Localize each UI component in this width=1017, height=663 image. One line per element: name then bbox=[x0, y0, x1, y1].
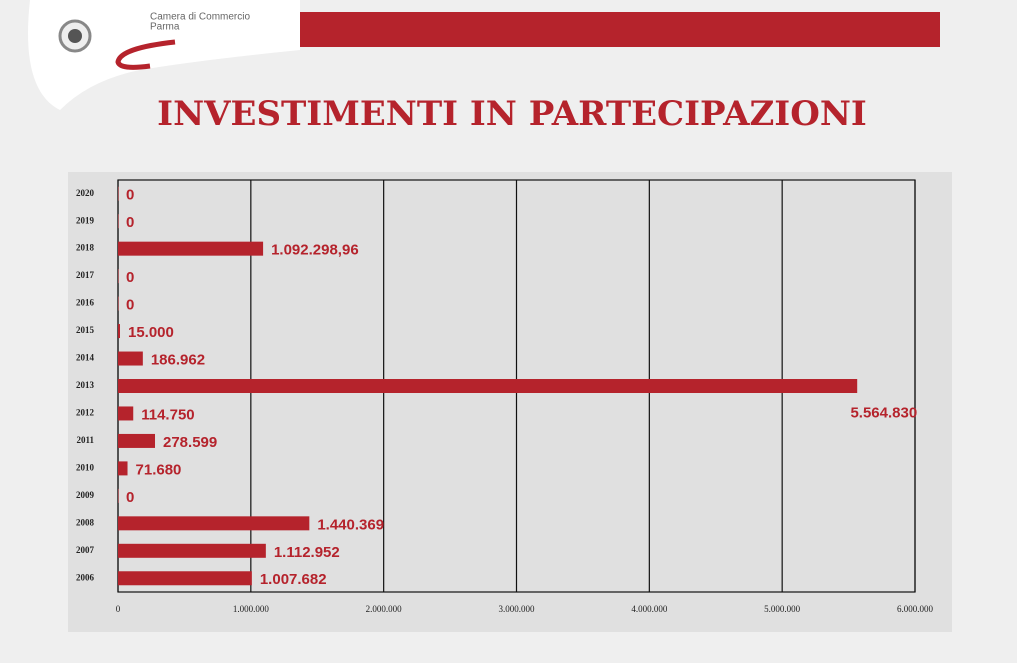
org-name: Camera di Commercio bbox=[150, 12, 250, 23]
y-tick-label: 2019 bbox=[76, 215, 95, 225]
chart-title: INVESTIMENTI IN PARTECIPAZIONI bbox=[157, 94, 867, 134]
bar bbox=[118, 571, 252, 586]
bar bbox=[118, 433, 156, 448]
x-tick-label: 1.000.000 bbox=[233, 604, 270, 614]
bar bbox=[118, 296, 119, 311]
logo-emblem-core bbox=[68, 29, 82, 43]
bar bbox=[118, 516, 310, 531]
x-tick-label: 5.000.000 bbox=[764, 604, 801, 614]
y-tick-label: 2011 bbox=[76, 435, 94, 445]
y-tick-label: 2018 bbox=[76, 243, 95, 253]
y-tick-label: 2014 bbox=[76, 353, 95, 363]
value-label: 186.962 bbox=[151, 352, 205, 369]
value-label: 114.750 bbox=[141, 406, 194, 423]
x-tick-label: 3.000.000 bbox=[499, 604, 536, 614]
value-label: 15.000 bbox=[128, 324, 174, 341]
bar bbox=[118, 241, 264, 256]
value-label: 5.564.830 bbox=[850, 404, 917, 421]
bar bbox=[118, 461, 128, 476]
y-tick-label: 2012 bbox=[76, 408, 95, 418]
y-tick-label: 2016 bbox=[76, 298, 95, 308]
x-tick-label: 2.000.000 bbox=[366, 604, 403, 614]
bar bbox=[118, 269, 119, 284]
value-label: 1.440.369 bbox=[317, 516, 384, 533]
x-tick-label: 4.000.000 bbox=[631, 604, 668, 614]
value-label: 1.007.682 bbox=[260, 571, 327, 588]
value-label: 1.092.298,96 bbox=[271, 242, 359, 259]
y-tick-label: 2008 bbox=[76, 517, 95, 527]
value-label: 1.112.952 bbox=[274, 544, 340, 561]
bar bbox=[118, 214, 119, 229]
logo-swoosh bbox=[115, 39, 176, 70]
value-label: 71.680 bbox=[136, 461, 182, 478]
logo-panel bbox=[28, 0, 300, 110]
bar bbox=[118, 186, 119, 201]
value-label: 0 bbox=[126, 187, 134, 204]
bar bbox=[118, 488, 119, 503]
value-label: 0 bbox=[126, 297, 134, 314]
y-tick-label: 2010 bbox=[76, 462, 95, 472]
header-band bbox=[290, 12, 940, 47]
bar bbox=[118, 543, 266, 558]
value-label: 0 bbox=[126, 269, 134, 286]
bar bbox=[118, 379, 858, 393]
y-tick-label: 2006 bbox=[76, 572, 95, 582]
value-label: 278.599 bbox=[163, 434, 217, 451]
y-tick-label: 2017 bbox=[76, 270, 95, 280]
bar bbox=[118, 351, 143, 366]
y-tick-label: 2015 bbox=[76, 325, 95, 335]
y-tick-label: 2020 bbox=[76, 188, 95, 198]
value-label: 0 bbox=[126, 214, 134, 231]
y-tick-label: 2007 bbox=[76, 545, 95, 555]
y-tick-label: 2009 bbox=[76, 490, 95, 500]
org-city: Parma bbox=[150, 22, 180, 33]
value-label: 0 bbox=[126, 489, 134, 506]
y-tick-label: 2013 bbox=[76, 380, 95, 390]
bar bbox=[118, 406, 134, 421]
chart-panel bbox=[68, 172, 952, 632]
bar bbox=[118, 324, 120, 339]
x-tick-label: 6.000.000 bbox=[897, 604, 934, 614]
x-tick-label: 0 bbox=[116, 604, 121, 614]
